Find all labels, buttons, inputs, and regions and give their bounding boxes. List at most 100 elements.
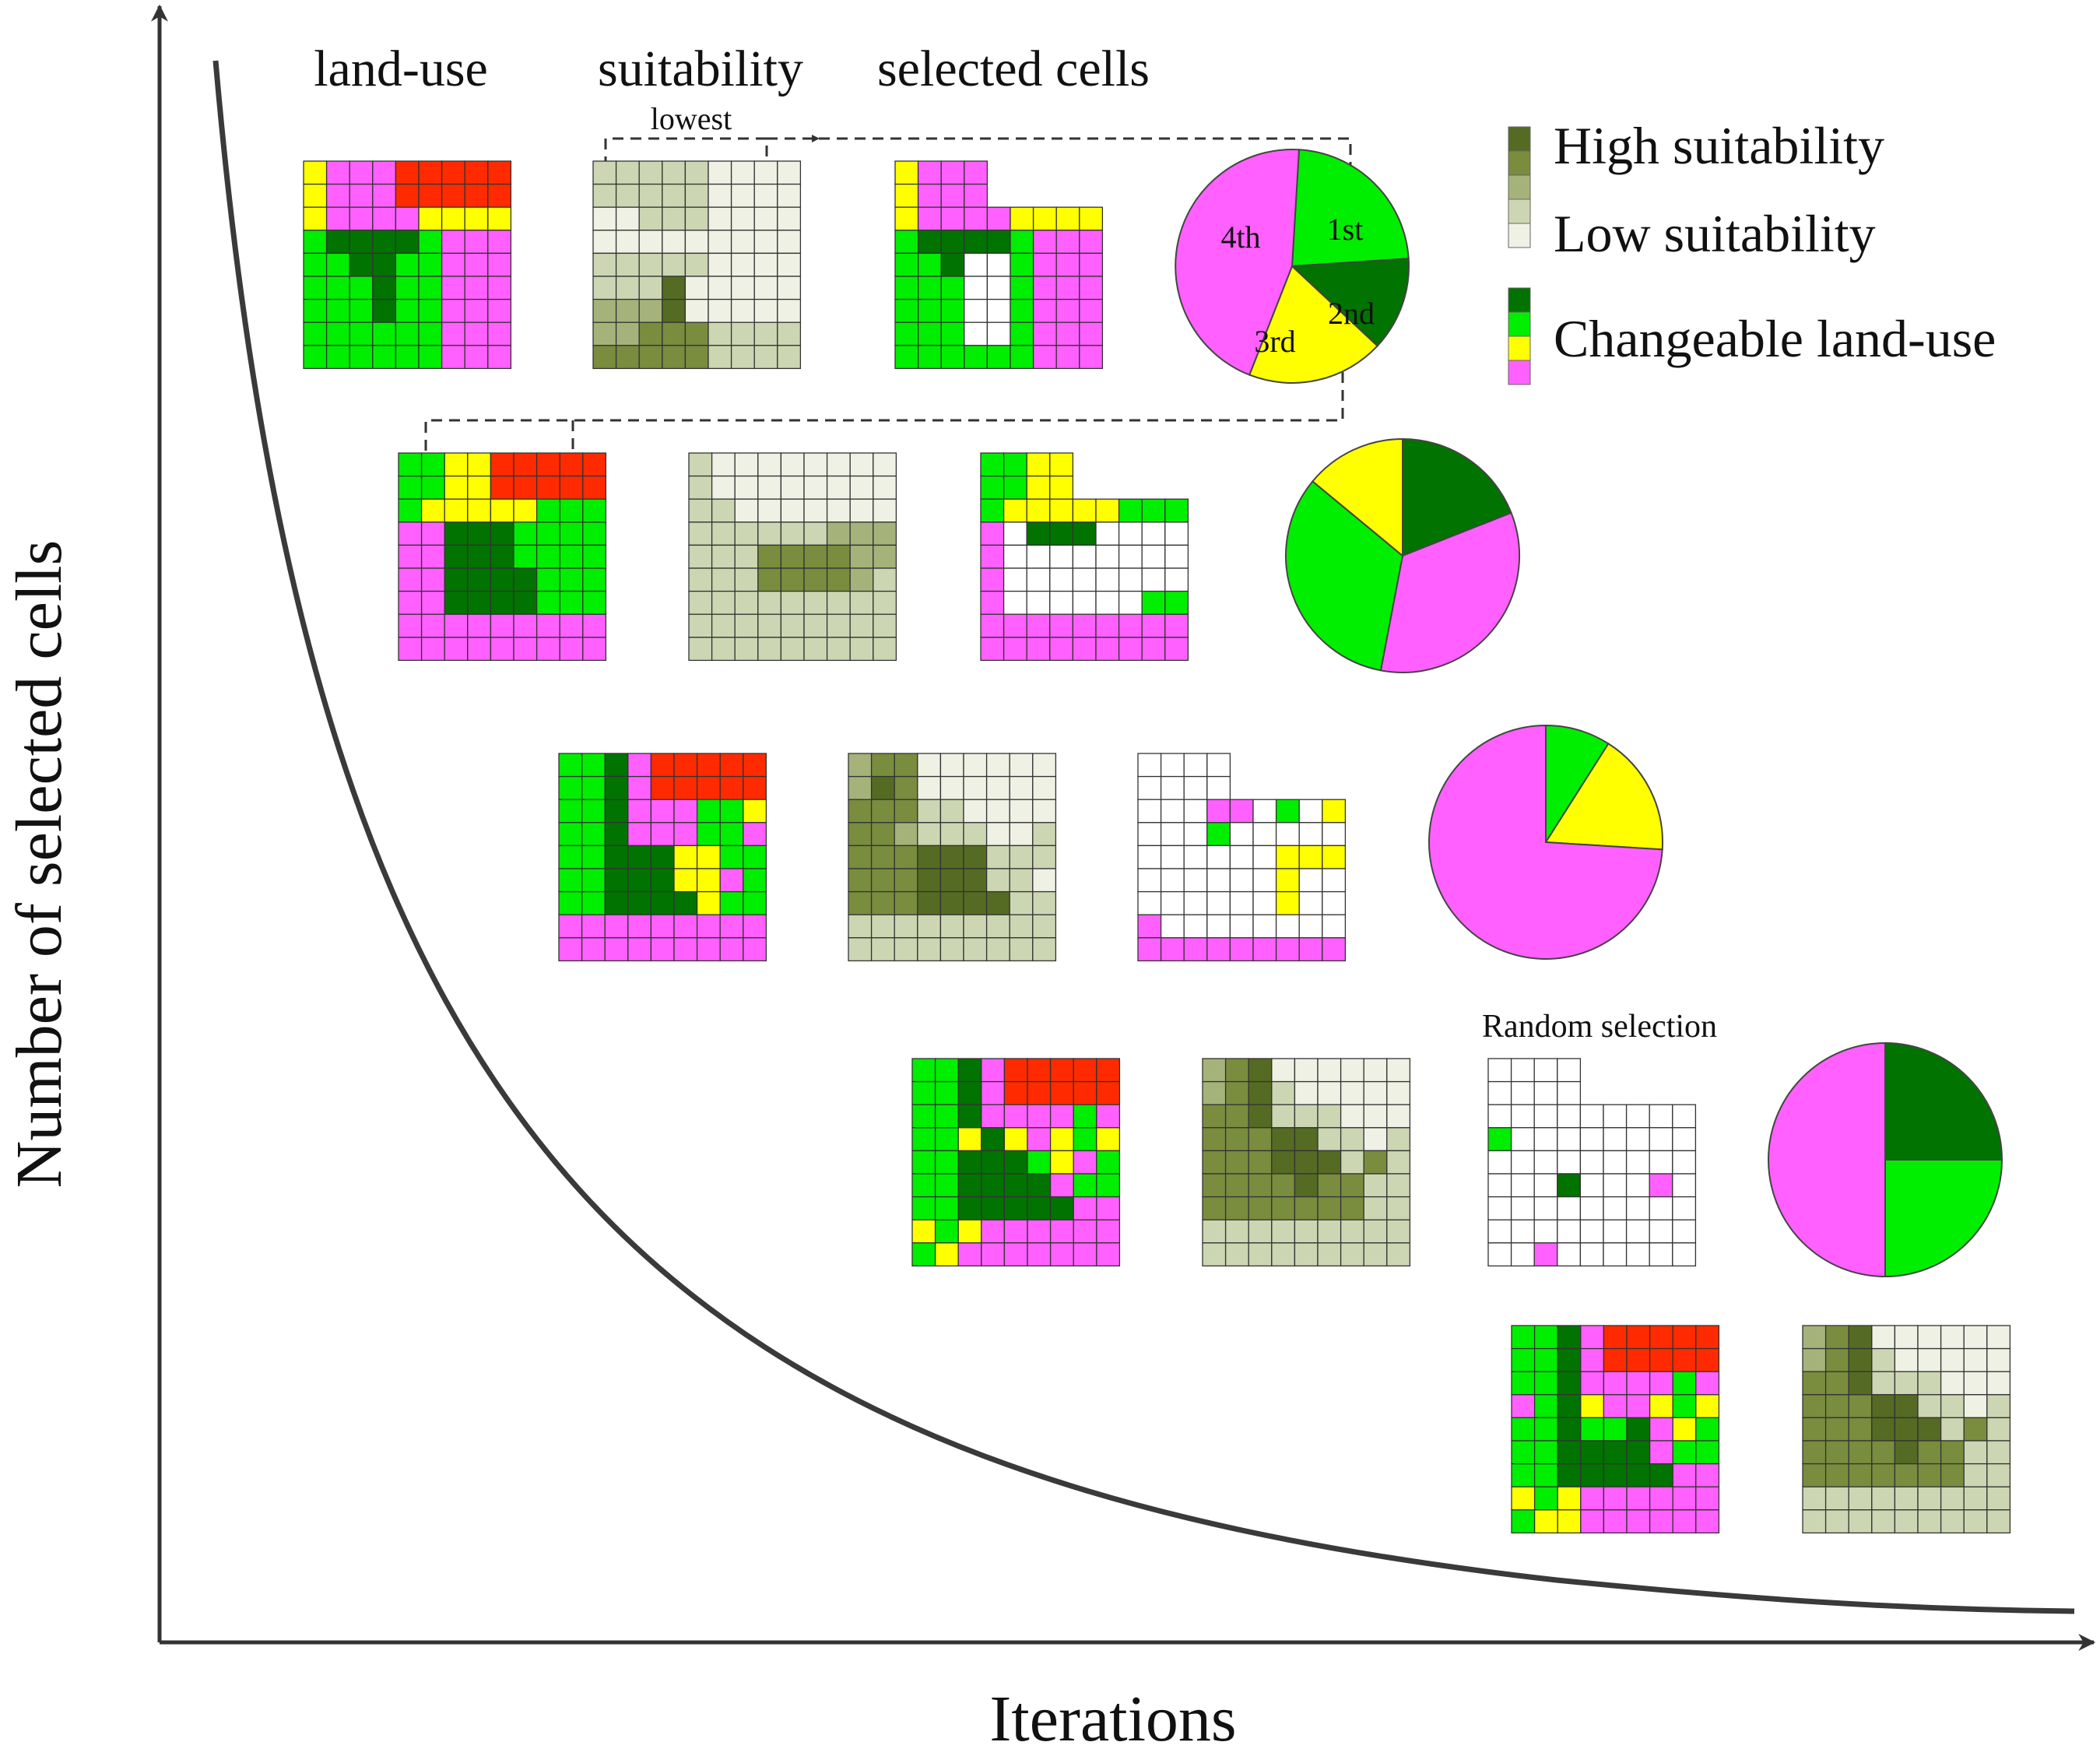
grid-cell xyxy=(688,452,713,477)
grid-cell xyxy=(917,775,942,800)
landuse-grid-2 xyxy=(398,452,607,662)
grid-cell xyxy=(1224,1104,1249,1129)
grid-cell xyxy=(711,637,736,662)
grid-cell xyxy=(1009,799,1034,824)
grid-cell xyxy=(395,345,420,370)
grid-cell xyxy=(1533,1080,1558,1105)
grid-cell xyxy=(513,544,538,569)
grid-cell xyxy=(1649,1463,1673,1487)
grid-cell xyxy=(1248,1080,1273,1105)
grid-cell xyxy=(441,298,465,323)
grid-cell xyxy=(1164,544,1189,569)
grid-cell xyxy=(1010,230,1034,255)
grid-cell xyxy=(592,183,617,208)
grid-cell xyxy=(1248,1196,1273,1220)
grid-cell xyxy=(939,775,964,800)
grid-cell xyxy=(1649,1325,1673,1350)
grid-cell xyxy=(1557,1509,1582,1534)
grid-cell xyxy=(1580,1347,1605,1372)
grid-cell xyxy=(934,1219,959,1244)
grid-cell xyxy=(1317,1080,1342,1105)
grid-cell xyxy=(711,544,736,569)
grid-cell xyxy=(1603,1347,1628,1372)
grid-cell xyxy=(1824,1509,1849,1534)
grid-cell xyxy=(730,206,755,231)
grid-cell xyxy=(1009,822,1034,847)
grid-cell xyxy=(1032,230,1057,255)
grid-cell xyxy=(1055,206,1080,231)
grid-cell xyxy=(418,160,443,185)
grid-cell xyxy=(1252,845,1277,869)
pie-slice-yellow xyxy=(1544,743,1663,851)
grid-cell xyxy=(650,890,675,915)
grid-cell xyxy=(688,475,713,500)
grid-cell xyxy=(592,276,617,300)
grid-cell xyxy=(464,206,489,231)
grid-cell xyxy=(615,252,640,277)
grid-cell xyxy=(1386,1173,1411,1198)
grid-cell xyxy=(1275,868,1300,893)
grid-cell xyxy=(1055,321,1080,346)
grid-cell xyxy=(981,1173,1006,1198)
grid-cell xyxy=(1003,1058,1028,1083)
grid-cell xyxy=(1533,1486,1558,1511)
grid-cell xyxy=(803,475,828,500)
grid-cell xyxy=(303,345,328,370)
grid-cell xyxy=(848,890,873,915)
grid-cell xyxy=(1672,1219,1697,1244)
grid-cell xyxy=(1672,1486,1697,1511)
grid-cell xyxy=(1386,1219,1411,1244)
grid-cell xyxy=(1137,775,1162,800)
grid-cell xyxy=(1003,1150,1028,1175)
grid-cell xyxy=(696,937,721,962)
grid-cell xyxy=(444,498,469,523)
grid-cell xyxy=(917,937,942,962)
grid-cell xyxy=(985,890,1010,915)
grid-cell xyxy=(1160,822,1185,847)
grid-cell xyxy=(964,230,989,255)
grid-cell xyxy=(1533,1463,1558,1487)
grid-cell xyxy=(1363,1196,1388,1220)
grid-cell xyxy=(1824,1417,1849,1442)
grid-cell xyxy=(1095,613,1120,638)
grid-cell xyxy=(986,321,1011,346)
grid-cell xyxy=(1894,1371,1919,1396)
grid-cell xyxy=(638,321,663,346)
grid-cell xyxy=(559,475,584,500)
grid-cell xyxy=(696,890,721,915)
grid-cell xyxy=(1183,845,1208,869)
grid-cell xyxy=(1824,1371,1849,1396)
pie-slice-dark_green xyxy=(1290,258,1410,347)
grid-cell xyxy=(1672,1440,1697,1465)
grid-cell xyxy=(558,753,583,778)
grid-cell xyxy=(826,452,851,477)
grid-cell xyxy=(490,475,514,500)
grid-cell xyxy=(1386,1196,1411,1220)
grid-cell xyxy=(1386,1242,1411,1267)
grid-cell xyxy=(638,183,663,208)
grid-cell xyxy=(1275,914,1300,939)
grid-cell xyxy=(1027,1058,1052,1083)
grid-cell xyxy=(1511,1394,1536,1419)
grid-cell xyxy=(1032,822,1057,847)
grid-cell xyxy=(848,937,873,962)
grid-cell xyxy=(1298,822,1323,847)
grid-cell xyxy=(627,822,652,847)
grid-cell xyxy=(1271,1242,1296,1267)
grid-cell xyxy=(467,475,492,500)
rank-label-4th: 4th xyxy=(1220,220,1260,255)
grid-cell xyxy=(894,252,919,277)
grid-cell xyxy=(418,183,443,208)
grid-cell xyxy=(1072,637,1097,662)
grid-cell xyxy=(420,544,445,569)
grid-cell xyxy=(849,637,874,662)
grid-cell xyxy=(911,1219,936,1244)
grid-cell xyxy=(1649,1150,1673,1175)
grid-cell xyxy=(1672,1417,1697,1442)
grid-cell xyxy=(917,160,942,185)
grid-cell xyxy=(684,183,709,208)
grid-cell xyxy=(1603,1325,1628,1350)
grid-cell xyxy=(753,230,778,255)
grid-cell xyxy=(1003,1196,1028,1220)
